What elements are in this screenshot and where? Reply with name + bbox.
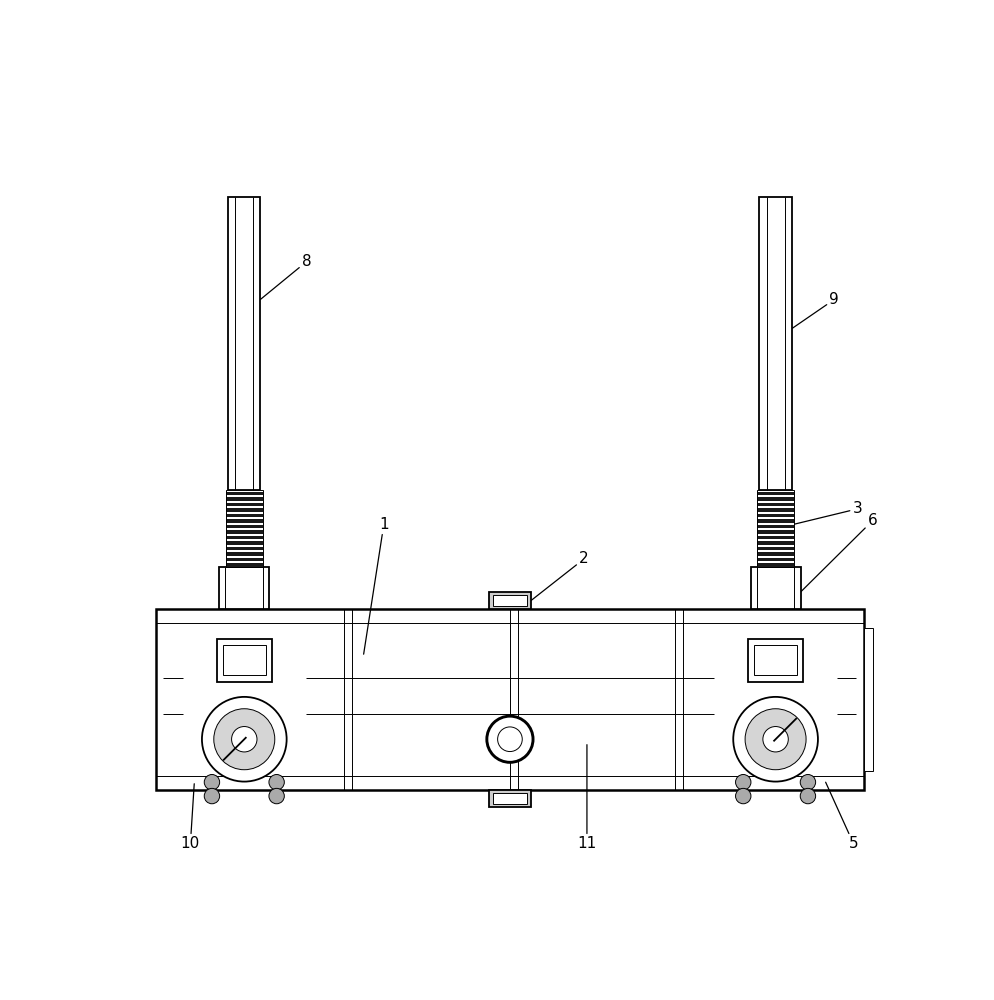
Text: 2: 2 (531, 551, 588, 600)
Bar (226, 541, 262, 545)
Bar (226, 534, 262, 536)
Bar (756, 539, 793, 541)
Bar (228, 197, 260, 490)
Bar (226, 506, 262, 508)
Bar (756, 490, 793, 567)
Bar (756, 506, 793, 508)
Bar (488, 592, 531, 609)
Bar (756, 552, 793, 556)
Bar (756, 497, 793, 501)
Bar (223, 645, 265, 675)
Bar (226, 523, 262, 525)
Bar (226, 525, 262, 528)
Bar (756, 561, 793, 563)
Bar (226, 561, 262, 563)
Circle shape (486, 716, 533, 762)
Bar (226, 519, 262, 523)
Circle shape (735, 788, 750, 804)
Bar (756, 503, 793, 506)
Bar (756, 508, 793, 512)
Bar (226, 530, 262, 534)
Bar (756, 501, 793, 503)
Bar (758, 197, 791, 490)
Circle shape (497, 727, 522, 752)
Bar (226, 558, 262, 561)
Bar (226, 556, 262, 558)
Circle shape (268, 774, 284, 790)
Bar (217, 639, 271, 682)
Circle shape (232, 727, 256, 752)
Text: 9: 9 (791, 292, 838, 329)
Bar (226, 508, 262, 512)
Bar (756, 541, 793, 545)
Bar (756, 514, 793, 517)
Bar (756, 563, 793, 567)
Circle shape (268, 788, 284, 804)
Bar (756, 490, 793, 492)
Bar (756, 530, 793, 534)
Bar (226, 517, 262, 519)
Text: 8: 8 (260, 254, 311, 299)
Bar (756, 528, 793, 530)
Bar (226, 547, 262, 550)
Bar (747, 639, 802, 682)
Circle shape (799, 774, 815, 790)
Bar (226, 563, 262, 567)
Bar (756, 495, 793, 497)
Bar (226, 490, 262, 567)
Text: 6: 6 (800, 513, 877, 592)
Bar (226, 492, 262, 495)
Circle shape (735, 774, 750, 790)
Bar (756, 556, 793, 558)
Bar (226, 539, 262, 541)
Bar (156, 609, 863, 790)
Bar (226, 495, 262, 497)
Bar (756, 547, 793, 550)
Text: 1: 1 (363, 517, 389, 654)
Bar (756, 558, 793, 561)
Bar (756, 545, 793, 547)
Bar (756, 534, 793, 536)
Bar (753, 645, 796, 675)
Text: 11: 11 (577, 745, 596, 851)
Bar (863, 628, 873, 771)
Text: 10: 10 (181, 784, 200, 851)
Bar (756, 519, 793, 523)
Circle shape (214, 709, 274, 770)
Bar (756, 525, 793, 528)
Circle shape (204, 774, 220, 790)
Circle shape (745, 709, 805, 770)
Bar (226, 528, 262, 530)
Bar (492, 595, 527, 606)
Bar (756, 523, 793, 525)
Bar (226, 501, 262, 503)
Bar (226, 545, 262, 547)
Bar (226, 497, 262, 501)
Bar (226, 512, 262, 514)
Bar (756, 512, 793, 514)
Circle shape (733, 697, 817, 782)
Text: 3: 3 (793, 501, 862, 524)
Bar (226, 536, 262, 539)
Text: 5: 5 (825, 782, 858, 851)
Bar (488, 790, 531, 807)
Circle shape (762, 727, 787, 752)
Bar (226, 550, 262, 552)
Bar (756, 492, 793, 495)
Bar (226, 503, 262, 506)
Circle shape (204, 788, 220, 804)
Circle shape (202, 697, 286, 782)
Bar (749, 567, 800, 609)
Bar (492, 793, 527, 804)
Bar (226, 552, 262, 556)
Bar (756, 550, 793, 552)
Bar (226, 514, 262, 517)
Circle shape (799, 788, 815, 804)
Bar (219, 567, 269, 609)
Bar (756, 536, 793, 539)
Bar (226, 490, 262, 492)
Bar (756, 517, 793, 519)
